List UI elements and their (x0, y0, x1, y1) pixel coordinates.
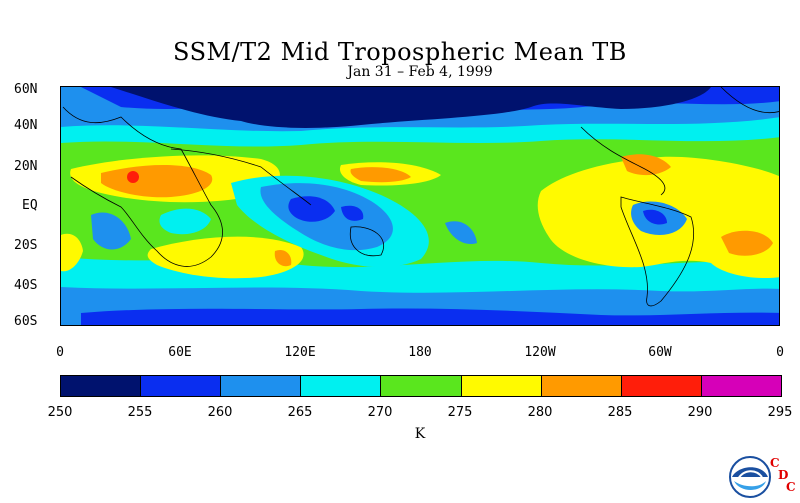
colorbar-segment-6 (541, 376, 622, 396)
lat-label-60s: 60S (14, 314, 38, 329)
colorbar-tick: 265 (287, 405, 313, 420)
colorbar-tick: 275 (447, 405, 473, 420)
lon-label-120w: 120W (524, 345, 556, 360)
temperature-map (60, 86, 780, 326)
noaa-emblem-icon (729, 456, 771, 498)
colorbar-unit: K (414, 426, 426, 442)
colorbar-tick: 285 (607, 405, 633, 420)
colorbar-tick: 250 (47, 405, 73, 420)
colorbar-tick: 255 (127, 405, 153, 420)
colorbar-segment-7 (621, 376, 702, 396)
colorbar-tick: 260 (207, 405, 233, 420)
lon-label-120e: 120E (284, 345, 316, 360)
colorbar-segment-1 (141, 376, 222, 396)
lat-label-20n: 20N (14, 159, 38, 174)
temperature-contour-field (61, 87, 779, 325)
colorbar (60, 375, 782, 397)
map-title: SSM/T2 Mid Tropospheric Mean TB (173, 38, 627, 66)
colorbar-segment-8 (701, 376, 781, 396)
lat-label-60n: 60N (14, 82, 38, 97)
colorbar-tick: 295 (767, 405, 793, 420)
lat-label-eq: EQ (22, 198, 38, 213)
colorbar-segment-0 (61, 376, 142, 396)
colorbar-segment-3 (301, 376, 382, 396)
colorbar-segment-4 (381, 376, 462, 396)
colorbar-segment-2 (221, 376, 302, 396)
cdc-letter-c1: C (770, 456, 780, 470)
colorbar-tick: 290 (687, 405, 713, 420)
lon-label-0-left: 0 (56, 345, 64, 360)
noaa-cdc-logo: C D C (728, 455, 798, 499)
colorbar-tick: 270 (367, 405, 393, 420)
lon-label-180: 180 (408, 345, 432, 360)
lat-label-40n: 40N (14, 118, 38, 133)
colorbar-segment-5 (461, 376, 542, 396)
lon-label-60e: 60E (168, 345, 192, 360)
cdc-letter-c2: C (786, 480, 796, 494)
cdc-letter-d: D (778, 468, 789, 482)
lon-label-0-right: 0 (776, 345, 784, 360)
lat-label-40s: 40S (14, 278, 38, 293)
lat-label-20s: 20S (14, 238, 38, 253)
colorbar-tick: 280 (527, 405, 553, 420)
lon-label-60w: 60W (648, 345, 672, 360)
map-subtitle: Jan 31 – Feb 4, 1999 (347, 64, 493, 80)
